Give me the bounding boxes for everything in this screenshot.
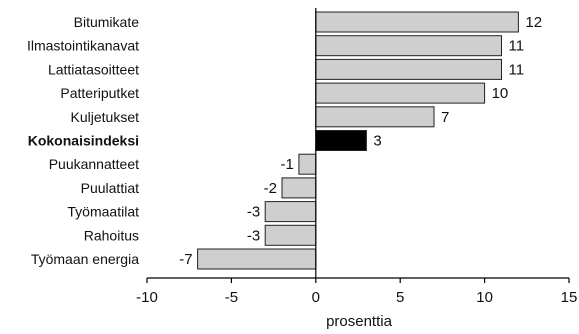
category-label: Rahoitus xyxy=(84,227,139,243)
bar xyxy=(315,106,435,128)
x-axis-title: prosenttia xyxy=(326,313,393,330)
value-label: 12 xyxy=(525,14,542,31)
category-label: Työmaatilat xyxy=(67,204,139,220)
value-label: 3 xyxy=(373,133,381,150)
category-label: Puulattiat xyxy=(81,180,139,196)
bar xyxy=(315,82,486,104)
category-label: Lattiatasoitteet xyxy=(48,61,139,77)
category-label: Työmaan energia xyxy=(31,251,139,267)
x-tick-label: -10 xyxy=(136,289,158,306)
category-label: Ilmastointikanavat xyxy=(27,38,139,54)
category-label: Patteriputket xyxy=(60,85,139,101)
x-tick-label: -5 xyxy=(225,289,238,306)
value-label: -3 xyxy=(247,204,260,221)
value-label: -2 xyxy=(264,180,277,197)
bar xyxy=(197,248,317,270)
x-tick-label: 15 xyxy=(561,289,578,306)
x-tick-label: 5 xyxy=(396,289,404,306)
bar xyxy=(264,224,317,246)
value-label: -1 xyxy=(281,156,294,173)
bar xyxy=(264,201,317,223)
value-label: -7 xyxy=(179,251,192,268)
bar xyxy=(315,130,367,151)
value-label: 11 xyxy=(509,38,525,55)
category-label: Puukannatteet xyxy=(49,156,139,172)
category-label: Kokonaisindeksi xyxy=(28,133,139,149)
value-label: 11 xyxy=(509,61,525,78)
value-label: 7 xyxy=(441,109,449,126)
bar xyxy=(315,58,502,80)
x-tick-label: 10 xyxy=(476,289,493,306)
bar xyxy=(315,35,502,57)
x-axis: -10 -5 0 5 10 15 xyxy=(136,8,577,306)
category-labels: Bitumikate Ilmastointikanavat Lattiatasoit… xyxy=(27,14,139,267)
bar xyxy=(281,177,317,199)
bars-layer xyxy=(197,11,519,270)
x-tick-label: 0 xyxy=(312,289,320,306)
bar xyxy=(315,11,519,33)
category-label: Kuljetukset xyxy=(71,109,140,125)
value-label: 10 xyxy=(492,85,509,102)
category-label: Bitumikate xyxy=(74,14,140,30)
bar xyxy=(298,153,317,175)
value-label: -3 xyxy=(247,227,260,244)
